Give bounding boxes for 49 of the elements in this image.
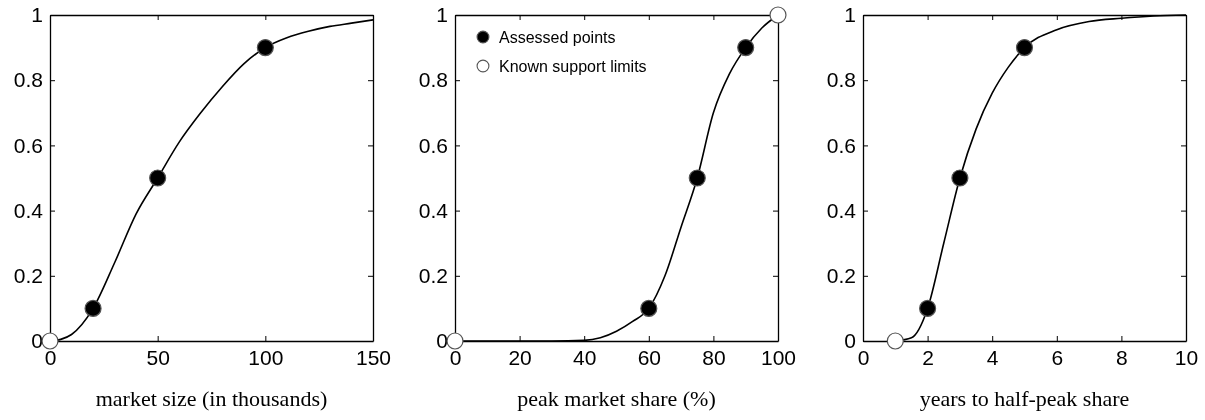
x-axis-title: peak market share (%) <box>517 386 716 411</box>
legend-label: Known support limits <box>499 58 647 75</box>
y-tick-label: 0.6 <box>418 133 448 157</box>
y-tick-label: 0.2 <box>13 264 43 288</box>
point <box>640 299 658 317</box>
x-tick-label: 100 <box>760 345 797 369</box>
x-tick-label: 40 <box>573 345 597 369</box>
y-tick-label: 0.2 <box>826 264 856 288</box>
legend-label: Assessed points <box>499 29 616 46</box>
point <box>886 332 904 350</box>
x-tick-label: 60 <box>637 345 661 369</box>
y-tick-label: 0.4 <box>826 198 857 222</box>
point <box>951 169 969 187</box>
x-axis-title: market size (in thousands) <box>95 386 328 411</box>
point <box>688 169 706 187</box>
y-tick-label: 0.2 <box>418 264 448 288</box>
point <box>41 332 59 350</box>
y-tick-label: 0.4 <box>418 198 449 222</box>
x-tick-label: 6 <box>1051 345 1064 369</box>
y-tick-label: 0 <box>436 329 448 353</box>
x-tick-label: 50 <box>146 345 170 369</box>
y-tick-label: 1 <box>436 3 448 27</box>
x-axis-title: years to half-peak share <box>919 386 1130 411</box>
y-tick-label: 1 <box>844 3 856 27</box>
point <box>919 299 937 317</box>
y-tick-label: 1 <box>31 3 43 27</box>
x-tick-label: 4 <box>986 345 999 369</box>
x-tick-label: 80 <box>702 345 726 369</box>
x-tick-label: 100 <box>248 345 284 369</box>
y-tick-label: 0 <box>31 329 43 353</box>
point <box>256 39 274 57</box>
y-tick-label: 0.4 <box>13 198 44 222</box>
point <box>1015 39 1034 57</box>
y-tick-label: 0.8 <box>13 68 43 92</box>
point <box>149 169 167 187</box>
y-tick-label: 0.6 <box>13 133 43 157</box>
y-tick-label: 0.6 <box>826 133 856 157</box>
x-tick-label: 150 <box>355 345 392 369</box>
point <box>737 39 755 57</box>
point <box>446 332 464 350</box>
y-tick-label: 0.8 <box>418 68 448 92</box>
point <box>84 299 102 317</box>
x-tick-label: 20 <box>508 345 532 369</box>
y-tick-label: 0.8 <box>826 68 856 92</box>
y-tick-label: 0 <box>844 329 856 353</box>
x-tick-label: 2 <box>922 345 934 369</box>
x-tick-label: 10 <box>1174 345 1199 369</box>
x-tick-label: 8 <box>1116 345 1128 369</box>
point <box>769 6 787 24</box>
